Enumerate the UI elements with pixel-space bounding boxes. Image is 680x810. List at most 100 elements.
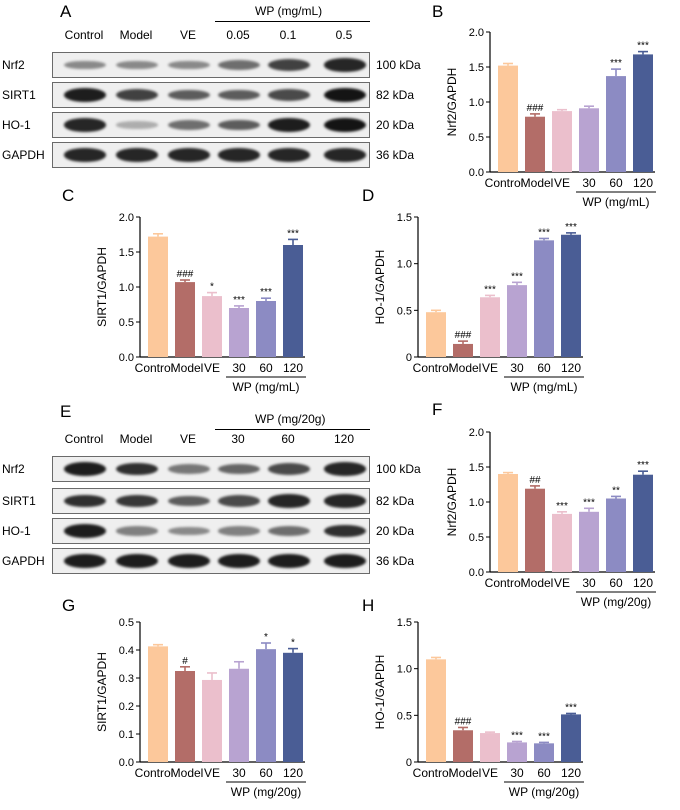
blot-group-bracket	[215, 429, 370, 430]
blot-band	[168, 60, 210, 70]
y-tick-label: 1.0	[469, 97, 484, 109]
significance-mark: ***	[484, 284, 496, 295]
significance-mark: ###	[177, 269, 194, 280]
x-group-label: WP (mg/20g)	[231, 785, 301, 799]
bar-chart-h-ho1: 0 0.5 1.0 1.5 HO-1/GAPDH Control ### Model VE ***…	[373, 617, 584, 799]
y-axis-label: SIRT1/GAPDH	[95, 652, 109, 732]
blot-band	[218, 554, 260, 568]
blot-lane-label: Model	[119, 28, 153, 42]
bar	[229, 668, 249, 762]
blot-band	[116, 89, 158, 101]
significance-mark: ***	[538, 227, 550, 238]
y-tick-label: 1.0	[469, 497, 484, 509]
x-tick-label: 30	[232, 361, 246, 375]
blot-band	[64, 88, 106, 102]
x-tick-label: VE	[482, 361, 498, 375]
bar	[229, 308, 249, 357]
panel-letter-h: H	[362, 596, 375, 615]
y-axis-label: Nrf2/GAPDH	[445, 68, 459, 137]
blot-strip	[52, 82, 370, 108]
blot-group-label: WP (mg/mL)	[255, 4, 323, 18]
y-axis-label: HO-1/GAPDH	[373, 655, 387, 730]
blot-band	[168, 148, 210, 162]
x-group-label: WP (mg/20g)	[509, 785, 579, 799]
bar	[525, 116, 545, 172]
blot-band	[218, 119, 260, 131]
bar	[256, 301, 276, 357]
bar	[426, 659, 446, 762]
significance-mark: ***	[637, 41, 649, 52]
blot-protein-label: GAPDH	[2, 554, 45, 568]
bar	[579, 511, 599, 572]
significance-mark: ###	[455, 330, 472, 341]
y-tick-label: 0	[406, 352, 412, 364]
blot-band	[64, 524, 106, 538]
blot-band	[168, 554, 210, 568]
significance-mark: ***	[511, 271, 523, 282]
panel-letter-g: G	[62, 596, 76, 615]
bar	[525, 488, 545, 572]
bar	[256, 649, 276, 762]
panel-letter-b: B	[432, 2, 444, 21]
bar	[633, 474, 653, 572]
blot-band	[168, 464, 210, 474]
significance-mark: ###	[527, 103, 544, 114]
blot-molecular-weight: 36 kDa	[376, 554, 415, 568]
y-tick-label: 1.5	[119, 247, 134, 259]
x-tick-label: VE	[554, 576, 570, 590]
y-axis-label: SIRT1/GAPDH	[95, 247, 109, 327]
bar	[175, 671, 195, 762]
blot-lane-label: VE	[179, 28, 196, 42]
x-group-label: WP (mg/mL)	[510, 380, 577, 394]
blot-lane-label: 0.05	[226, 28, 250, 42]
x-tick-label: Model	[449, 766, 482, 780]
significance-mark: *	[264, 632, 268, 643]
x-tick-label: VE	[204, 361, 220, 375]
blot-band	[218, 148, 260, 162]
y-tick-label: 1.5	[397, 617, 412, 629]
blot-band	[168, 526, 210, 536]
x-tick-label: 60	[609, 576, 623, 590]
significance-mark: ##	[529, 475, 541, 486]
blot-protein-label: SIRT1	[2, 88, 36, 102]
blot-protein-label: Nrf2	[2, 462, 25, 476]
blot-lane-label: VE	[179, 432, 196, 446]
blot-lane-label: Control	[64, 432, 104, 446]
bar	[202, 679, 222, 762]
blot-band	[268, 59, 310, 71]
y-tick-label: 1.5	[469, 462, 484, 474]
x-tick-label: 120	[561, 766, 581, 780]
significance-mark: ***	[565, 222, 577, 233]
x-group-label: WP (mg/20g)	[581, 595, 651, 609]
significance-mark: ***	[610, 58, 622, 69]
blot-band	[64, 60, 106, 70]
blot-protein-label: Nrf2	[2, 58, 25, 72]
blot-molecular-weight: 20 kDa	[376, 118, 415, 132]
x-tick-label: VE	[204, 766, 220, 780]
blot-molecular-weight: 20 kDa	[376, 524, 415, 538]
x-tick-label: 30	[232, 766, 246, 780]
blot-band	[116, 554, 158, 568]
y-tick-label: 1.0	[397, 259, 412, 271]
western-blot-panel-e: WP (mg/20g) Control Model VE 30 60 120 Nrf2 100 …	[0, 400, 430, 580]
significance-mark: ***	[538, 731, 550, 742]
blot-band	[116, 526, 158, 536]
x-tick-label: 30	[582, 176, 596, 190]
x-tick-label: Control	[413, 766, 452, 780]
bar	[561, 234, 581, 357]
bar	[283, 245, 303, 357]
y-tick-label: 2.0	[119, 212, 134, 224]
blot-molecular-weight: 100 kDa	[376, 462, 421, 476]
significance-mark: ***	[511, 730, 523, 741]
y-tick-label: 2.0	[469, 427, 484, 439]
blot-band	[268, 554, 310, 568]
y-axis-label: Nrf2/GAPDH	[445, 468, 459, 537]
bar	[552, 111, 572, 172]
x-tick-label: 60	[609, 176, 623, 190]
y-tick-label: 0.5	[119, 617, 134, 629]
western-blot-panel-a: WP (mg/mL) Control Model VE 0.05 0.1 0.5 Nrf2 10…	[0, 0, 430, 180]
y-tick-label: 2.0	[469, 27, 484, 39]
significance-mark: **	[612, 485, 620, 496]
blot-lane-label: 30	[231, 432, 245, 446]
blot-band	[324, 58, 366, 72]
